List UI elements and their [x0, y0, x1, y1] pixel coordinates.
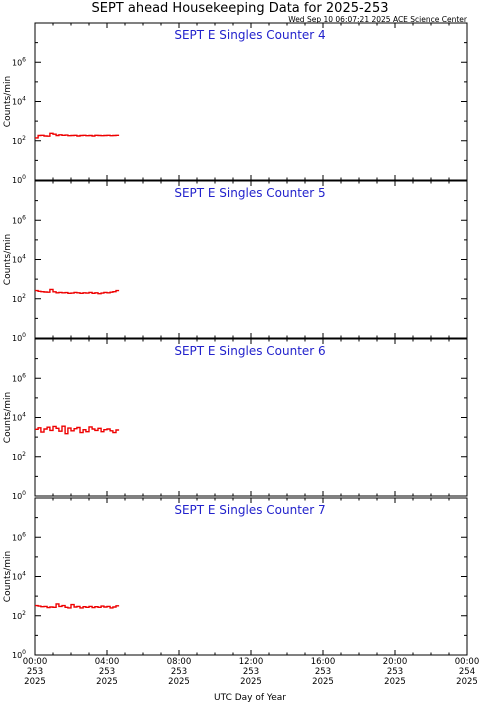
x-tick-label: 20:00: [383, 657, 408, 667]
panel-1: 100 102 104 106 SEPT E Singles Counter 4 Coun…: [3, 22, 468, 185]
panel-frame: [34, 180, 468, 339]
y-tick-label: 106: [12, 214, 26, 225]
y-tick-label: 104: [12, 96, 26, 107]
y-tick-label: 100: [12, 649, 26, 660]
y-tick-label: 100: [12, 174, 26, 185]
y-tick-label: 102: [12, 451, 26, 462]
y-axis-label: Counts/min: [3, 76, 13, 127]
panel-title: SEPT E Singles Counter 7: [174, 503, 325, 517]
y-axis-label: Counts/min: [3, 392, 13, 443]
panel-title: SEPT E Singles Counter 6: [174, 344, 325, 358]
x-tick-label: 253: [27, 667, 43, 677]
panel-title: SEPT E Singles Counter 5: [174, 186, 325, 200]
x-tick-label: 04:00: [95, 657, 120, 667]
x-axis-labels: 00:00253202504:00253202508:00253202512:0…: [23, 657, 480, 687]
y-tick-label: 106: [12, 531, 26, 542]
panel-frame: [34, 338, 468, 497]
x-tick-label: 2025: [168, 677, 190, 687]
x-tick-label: 253: [243, 667, 259, 677]
data-trace: [35, 288, 120, 295]
panel-title: SEPT E Singles Counter 4: [174, 28, 325, 42]
chart-title: SEPT ahead Housekeeping Data for 2025-25…: [92, 1, 389, 16]
x-tick-label: 2025: [240, 677, 262, 687]
x-tick-label: 16:00: [311, 657, 336, 667]
x-tick-label: 12:00: [239, 657, 264, 667]
panel-2: 100 102 104 106 SEPT E Singles Counter 5 Coun…: [3, 180, 468, 343]
y-tick-label: 102: [12, 293, 26, 304]
y-tick-label: 100: [12, 332, 26, 343]
x-tick-label: 253: [387, 667, 403, 677]
x-tick-label: 253: [315, 667, 331, 677]
y-tick-label: 102: [12, 135, 26, 146]
x-axis-label: UTC Day of Year: [214, 693, 286, 703]
x-tick-label: 2025: [24, 677, 46, 687]
y-tick-label: 104: [12, 254, 26, 265]
y-tick-label: 104: [12, 412, 26, 423]
generation-timestamp: Wed Sep 10 06:07:21 2025 ACE Science Cen…: [288, 15, 468, 24]
panels-group: 100 102 104 106 SEPT E Singles Counter 4 Coun…: [3, 22, 468, 660]
data-trace: [35, 425, 120, 435]
panel-3: 100 102 104 106 SEPT E Singles Counter 6 Coun…: [3, 338, 468, 501]
x-tick-label: 00:00: [455, 657, 480, 667]
panel-frame: [34, 22, 468, 181]
y-tick-label: 106: [12, 372, 26, 383]
x-tick-label: 2025: [456, 677, 478, 687]
x-tick-label: 254: [459, 667, 475, 677]
y-tick-label: 106: [12, 56, 26, 67]
y-axis-label: Counts/min: [3, 234, 13, 285]
y-tick-label: 102: [12, 610, 26, 621]
x-tick-label: 253: [99, 667, 115, 677]
data-trace: [35, 132, 120, 139]
y-tick-label: 100: [12, 490, 26, 501]
x-tick-label: 00:00: [23, 657, 48, 667]
x-tick-label: 2025: [312, 677, 334, 687]
y-tick-label: 104: [12, 571, 26, 582]
x-tick-label: 08:00: [167, 657, 192, 667]
x-tick-label: 2025: [384, 677, 406, 687]
panel-4: 100 102 104 106 SEPT E Singles Counter 7 Coun…: [3, 497, 468, 660]
x-tick-label: 253: [171, 667, 187, 677]
panel-frame: [34, 497, 468, 656]
y-axis-label: Counts/min: [3, 551, 13, 602]
x-tick-label: 2025: [96, 677, 118, 687]
data-trace: [35, 603, 120, 609]
